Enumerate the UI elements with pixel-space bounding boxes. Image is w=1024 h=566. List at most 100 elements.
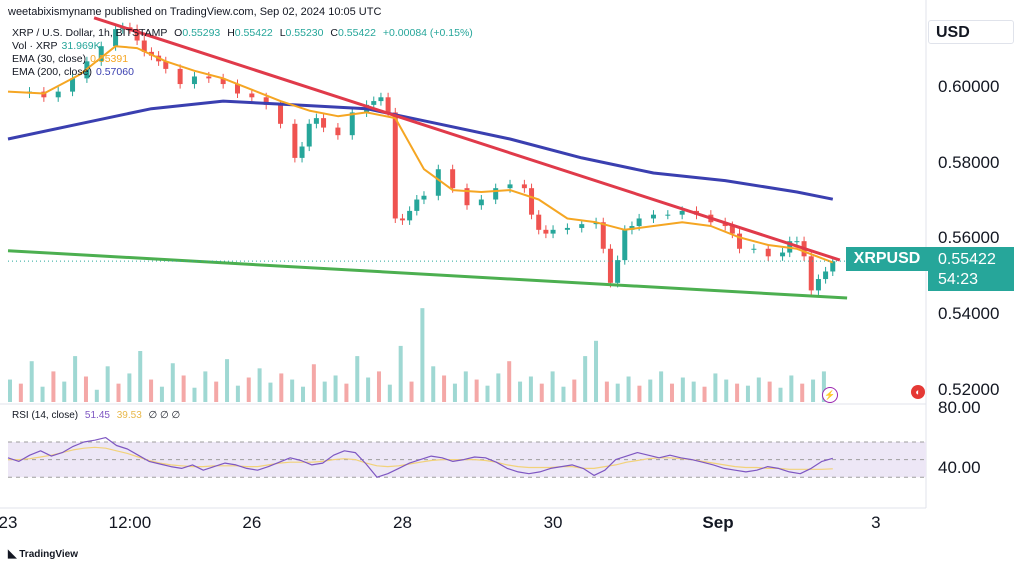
lightning-icon[interactable]: ⚡ bbox=[822, 387, 838, 403]
bar-countdown: 54:23 bbox=[938, 271, 979, 288]
candle-body bbox=[249, 93, 255, 98]
volume-bar bbox=[83, 376, 88, 402]
candle-body bbox=[321, 118, 327, 128]
volume-bar bbox=[735, 383, 740, 402]
candle-body bbox=[292, 123, 298, 158]
ema200-label: EMA (200, close) bbox=[12, 66, 92, 78]
volume-bar bbox=[8, 379, 12, 402]
volume-bar bbox=[355, 356, 360, 402]
volume-bar bbox=[452, 383, 457, 402]
ema30-legend[interactable]: EMA (30, close) 0.55391 bbox=[12, 53, 128, 65]
candle-body bbox=[493, 188, 499, 200]
volume-bar bbox=[181, 375, 186, 402]
volume-bar bbox=[474, 379, 479, 402]
candle-body bbox=[600, 222, 606, 249]
candle-body bbox=[450, 169, 456, 189]
ohlc-change: +0.00084 (+0.15%) bbox=[382, 27, 473, 39]
candle-body bbox=[780, 252, 786, 257]
volume-bar bbox=[127, 373, 132, 402]
flag-icon[interactable]: ◐ bbox=[911, 385, 925, 399]
time-tick-label: 30 bbox=[543, 513, 563, 532]
volume-bar bbox=[659, 371, 664, 402]
candle-body bbox=[177, 68, 183, 85]
ema200-legend[interactable]: EMA (200, close) 0.57060 bbox=[12, 66, 134, 78]
candle-body bbox=[607, 248, 613, 283]
candle-body bbox=[349, 112, 355, 136]
volume-legend[interactable]: Vol · XRP 31.969K bbox=[12, 40, 101, 52]
candle-body bbox=[435, 169, 441, 196]
volume-bar bbox=[170, 363, 175, 402]
volume-bar bbox=[366, 377, 371, 402]
volume-bar bbox=[105, 366, 110, 402]
candle-body bbox=[220, 78, 226, 85]
price-tick-label: 0.58000 bbox=[938, 152, 1000, 172]
candle-body bbox=[55, 91, 61, 98]
candle-body bbox=[407, 210, 413, 221]
volume-bar bbox=[680, 377, 685, 402]
ema30-label: EMA (30, close) bbox=[12, 53, 87, 65]
time-tick-label: 12:00 bbox=[108, 513, 152, 532]
symbol-title: XRP / U.S. Dollar, 1h, BITSTAMP bbox=[12, 27, 168, 39]
candle-body bbox=[536, 214, 542, 230]
volume-bar bbox=[496, 373, 501, 402]
ohlc-high: 0.55422 bbox=[234, 27, 273, 39]
currency-button[interactable]: USD bbox=[928, 20, 1014, 44]
candle-body bbox=[543, 229, 549, 234]
volume-bar bbox=[73, 356, 78, 402]
symbol-legend: XRP / U.S. Dollar, 1h, BITSTAMP O0.55293… bbox=[12, 27, 473, 39]
volume-bar bbox=[301, 386, 306, 402]
candle-body bbox=[794, 241, 800, 243]
volume-bar bbox=[539, 383, 544, 402]
volume-bar bbox=[311, 364, 316, 402]
resistance-trendline bbox=[93, 16, 841, 262]
tradingview-footer[interactable]: ◣ TradingView bbox=[8, 547, 78, 560]
rsi-legend[interactable]: RSI (14, close) 51.45 39.53 ∅ ∅ ∅ bbox=[12, 410, 180, 421]
volume-bar bbox=[116, 383, 121, 402]
volume-bar bbox=[572, 379, 577, 402]
candle-body bbox=[134, 29, 140, 41]
candle-body bbox=[478, 199, 484, 206]
ema200-value: 0.57060 bbox=[95, 66, 134, 78]
volume-bar bbox=[713, 373, 718, 402]
volume-bar bbox=[322, 381, 327, 402]
volume-bar bbox=[724, 379, 729, 402]
price-tick-label: 0.54000 bbox=[938, 304, 1000, 324]
candle-body bbox=[414, 199, 420, 211]
rsi-tick-40: 40.00 bbox=[938, 458, 981, 477]
volume-bar bbox=[463, 371, 468, 402]
candle-body bbox=[263, 97, 269, 105]
candle-body bbox=[679, 210, 685, 215]
volume-bar bbox=[507, 361, 512, 402]
volume-bar bbox=[626, 376, 631, 402]
volume-value: 31.969K bbox=[61, 40, 101, 52]
candle-body bbox=[113, 29, 119, 47]
candle-body bbox=[823, 271, 829, 280]
candle-body bbox=[564, 227, 570, 230]
volume-bar bbox=[51, 371, 56, 402]
ohlc-o-label: O bbox=[174, 27, 183, 39]
price-tick-label: 0.52000 bbox=[938, 379, 1000, 399]
candle-body bbox=[815, 279, 821, 291]
rsi-ma-value: 39.53 bbox=[116, 410, 142, 421]
rsi-line bbox=[7, 437, 833, 478]
volume-bar bbox=[290, 379, 295, 402]
candle-body bbox=[278, 104, 284, 124]
rsi-pane bbox=[7, 437, 926, 478]
candle-body bbox=[335, 127, 341, 136]
volume-bar bbox=[648, 379, 653, 402]
candle-body bbox=[521, 184, 527, 189]
candle-body bbox=[299, 146, 305, 158]
time-tick-label: 26 bbox=[242, 513, 262, 532]
ema30-value: 0.55391 bbox=[90, 53, 129, 65]
volume-bar bbox=[811, 379, 816, 402]
volume-bar bbox=[637, 385, 642, 402]
volume-label: Vol · XRP bbox=[12, 40, 58, 52]
ema30-line bbox=[7, 45, 834, 264]
ohlc-open: 0.55293 bbox=[182, 27, 221, 39]
volume-bar bbox=[702, 386, 707, 402]
symbol-price-tag: XRPUSD bbox=[846, 247, 928, 271]
candle-body bbox=[550, 229, 556, 234]
candle-body bbox=[729, 226, 735, 234]
candle-body bbox=[378, 97, 384, 102]
